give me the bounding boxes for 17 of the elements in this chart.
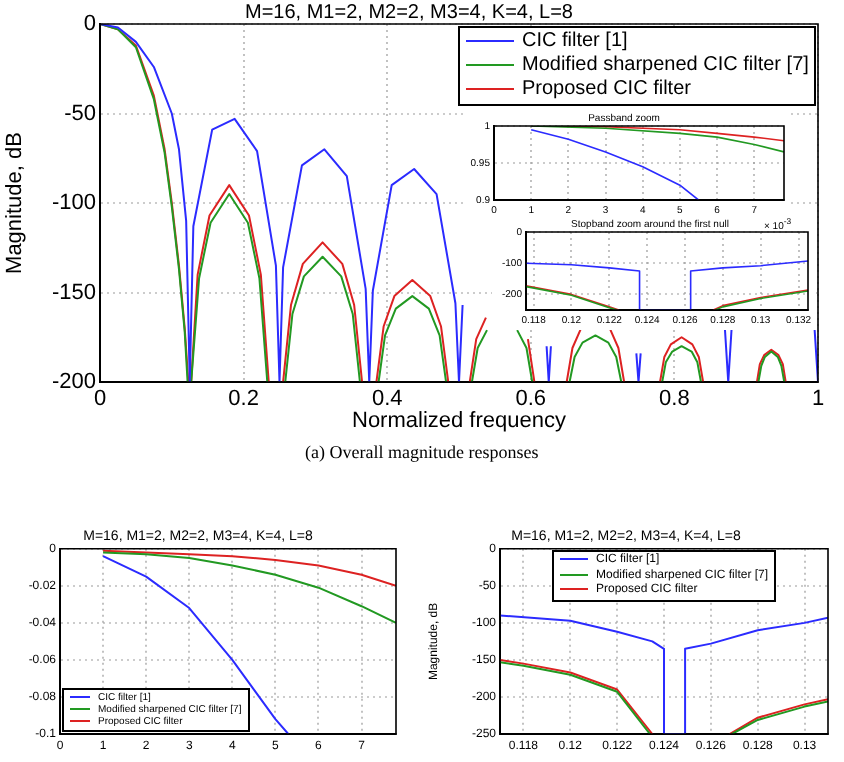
- legend-label: CIC filter [1]: [522, 30, 628, 52]
- y-tick-label: -100: [51, 191, 96, 216]
- text: (a) Overall magnitude responses: [305, 442, 539, 462]
- y-tick-label: -50: [64, 101, 96, 126]
- x-tick-label: 0.6: [515, 387, 547, 412]
- legend-label: Modified sharpened CIC filter [7]: [522, 54, 809, 76]
- x-tick-label: 0.8: [659, 387, 690, 412]
- legend-label: Proposed CIC filter: [522, 78, 691, 100]
- x-tick-label: 0.2: [228, 387, 259, 412]
- x-tick-label: 1: [811, 387, 825, 412]
- y-axis-title: Magnitude, dB: [3, 132, 28, 274]
- chart-title: M=16, M1=2, M2=2, M3=4, K=4, L=8: [245, 1, 574, 24]
- y-tick-label: -200: [51, 370, 96, 395]
- y-tick-label: -150: [51, 280, 96, 305]
- x-tick-label: 0.4: [371, 387, 403, 412]
- y-tick-label: 0: [83, 12, 96, 37]
- x-axis-title: Normalized frequency: [352, 408, 567, 433]
